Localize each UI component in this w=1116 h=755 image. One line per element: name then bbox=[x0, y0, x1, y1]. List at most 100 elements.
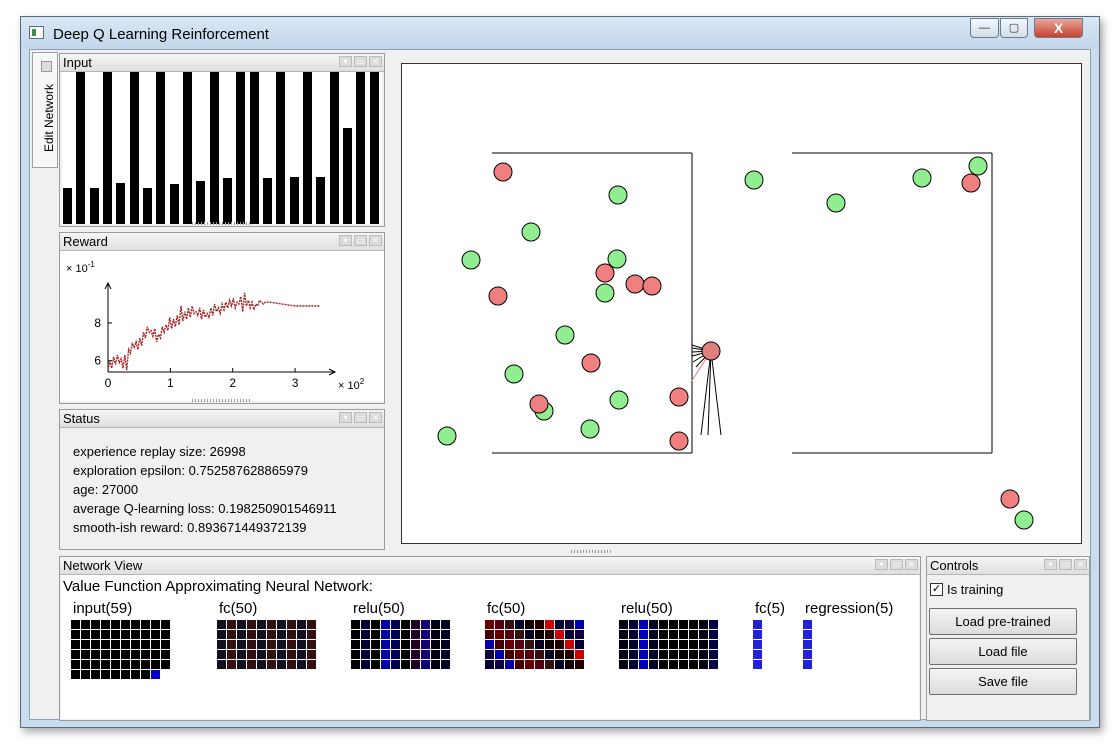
input-panel-title: Input bbox=[63, 55, 92, 70]
x-tick-label: 0 bbox=[105, 376, 112, 390]
neuron-cell bbox=[151, 640, 160, 649]
panel-float-icon[interactable]: ▭ bbox=[354, 235, 367, 246]
neuron-cell bbox=[803, 640, 812, 649]
neuron-cell bbox=[545, 660, 554, 669]
neuron-cell bbox=[257, 630, 266, 639]
reward-chart: × 10-1 × 102 0 1 2 3 6 8 bbox=[60, 251, 384, 401]
resize-grip[interactable] bbox=[192, 222, 252, 225]
neuron-cell bbox=[361, 630, 370, 639]
status-replay-size: experience replay size: 26998 bbox=[73, 444, 246, 459]
reward-panel-header[interactable]: Reward ▾ ▭ ✕ bbox=[60, 233, 384, 251]
neuron-cell bbox=[515, 630, 524, 639]
resize-grip[interactable] bbox=[192, 399, 252, 402]
neuron-cell bbox=[485, 620, 494, 629]
neuron-cell bbox=[679, 660, 688, 669]
reward-panel-title: Reward bbox=[63, 234, 108, 249]
neuron-cell bbox=[699, 660, 708, 669]
neuron-cell bbox=[709, 650, 718, 659]
neuron-cell bbox=[257, 620, 266, 629]
panel-dropdown-icon[interactable]: ▾ bbox=[339, 412, 352, 423]
apple-item bbox=[461, 250, 481, 270]
layer-label: fc(50) bbox=[219, 600, 258, 617]
input-bar bbox=[356, 72, 366, 224]
panel-dropdown-icon[interactable]: ▾ bbox=[875, 559, 888, 570]
title-bar[interactable]: Deep Q Learning Reinforcement — ▢ X bbox=[21, 17, 1099, 49]
panel-close-icon[interactable]: ✕ bbox=[1074, 559, 1087, 570]
x-tick-label: 1 bbox=[167, 376, 174, 390]
neuron-cell bbox=[297, 640, 306, 649]
input-bar bbox=[249, 72, 259, 224]
maximize-button[interactable]: ▢ bbox=[1000, 18, 1028, 38]
neuron-cell bbox=[391, 620, 400, 629]
neuron-cell bbox=[151, 660, 160, 669]
minimize-button[interactable]: — bbox=[970, 18, 999, 38]
neuron-cell bbox=[71, 650, 80, 659]
tab-edit-network[interactable]: Edit Network bbox=[32, 52, 58, 168]
reward-series-line bbox=[107, 292, 320, 371]
neuron-cell bbox=[629, 660, 638, 669]
neuron-cell bbox=[361, 640, 370, 649]
network-view-header[interactable]: Network View ▾ ▭ ✕ bbox=[60, 557, 920, 575]
neuron-cell bbox=[81, 660, 90, 669]
close-button[interactable]: X bbox=[1034, 18, 1083, 38]
neuron-cell bbox=[649, 660, 658, 669]
neuron-cell bbox=[217, 650, 226, 659]
neuron-cell bbox=[575, 630, 584, 639]
simulation-canvas[interactable] bbox=[401, 63, 1082, 544]
reward-panel: Reward ▾ ▭ ✕ × 10-1 × 102 0 1 2 3 6 8 bbox=[59, 232, 385, 404]
panel-float-icon[interactable]: ▭ bbox=[354, 412, 367, 423]
panel-dropdown-icon[interactable]: ▾ bbox=[339, 56, 352, 67]
neuron-cell bbox=[81, 650, 90, 659]
poison-item bbox=[961, 173, 981, 193]
neuron-cell bbox=[555, 620, 564, 629]
neuron-cell bbox=[431, 650, 440, 659]
input-bar bbox=[169, 184, 179, 224]
panel-close-icon[interactable]: ✕ bbox=[369, 235, 382, 246]
apple-item bbox=[912, 168, 932, 188]
panel-float-icon[interactable]: ▭ bbox=[890, 559, 903, 570]
load-pretrained-button[interactable]: Load pre-trained bbox=[929, 608, 1077, 635]
input-bar bbox=[129, 72, 139, 224]
neuron-cell bbox=[565, 630, 574, 639]
neuron-cell bbox=[307, 630, 316, 639]
status-panel: Status ▾ ▭ ✕ experience replay size: 26998… bbox=[59, 409, 385, 550]
input-bar bbox=[156, 72, 166, 224]
neuron-cell bbox=[81, 670, 90, 679]
neuron-cell bbox=[381, 620, 390, 629]
neuron-cell bbox=[431, 630, 440, 639]
panel-close-icon[interactable]: ✕ bbox=[905, 559, 918, 570]
neuron-cell bbox=[91, 660, 100, 669]
neuron-cell bbox=[575, 620, 584, 629]
neuron-cell bbox=[505, 640, 514, 649]
neuron-cell bbox=[629, 620, 638, 629]
apple-item bbox=[555, 325, 575, 345]
status-panel-title: Status bbox=[63, 411, 100, 426]
panel-close-icon[interactable]: ✕ bbox=[369, 412, 382, 423]
panel-close-icon[interactable]: ✕ bbox=[369, 56, 382, 67]
neuron-cell bbox=[441, 630, 450, 639]
neuron-cell bbox=[161, 660, 170, 669]
panel-dropdown-icon[interactable]: ▾ bbox=[339, 235, 352, 246]
horizontal-splitter[interactable] bbox=[571, 550, 611, 553]
neuron-cell bbox=[141, 640, 150, 649]
controls-header[interactable]: Controls ▾ ▭ ✕ bbox=[927, 557, 1089, 575]
layer-label: input(59) bbox=[73, 600, 133, 617]
is-training-label[interactable]: Is training bbox=[947, 582, 1004, 597]
panel-float-icon[interactable]: ▭ bbox=[1059, 559, 1072, 570]
is-training-checkbox[interactable]: ✓ bbox=[930, 583, 943, 596]
client-area: Edit Network Input ▾ ▭ ✕ Reward ▾ ▭ ✕ × 10-1… bbox=[29, 49, 1091, 721]
panel-float-icon[interactable]: ▭ bbox=[354, 56, 367, 67]
neuron-cell bbox=[565, 640, 574, 649]
y-axis-arrow bbox=[104, 281, 112, 290]
sensor-ray bbox=[710, 350, 722, 436]
load-file-button[interactable]: Load file bbox=[929, 638, 1077, 665]
neuron-cell bbox=[753, 650, 762, 659]
input-panel-header[interactable]: Input ▾ ▭ ✕ bbox=[60, 54, 384, 72]
input-bar bbox=[116, 182, 126, 224]
neuron-cell bbox=[565, 660, 574, 669]
panel-dropdown-icon[interactable]: ▾ bbox=[1044, 559, 1057, 570]
neuron-cell bbox=[267, 630, 276, 639]
save-file-button[interactable]: Save file bbox=[929, 668, 1077, 695]
status-panel-header[interactable]: Status ▾ ▭ ✕ bbox=[60, 410, 384, 428]
neuron-cell bbox=[101, 620, 110, 629]
